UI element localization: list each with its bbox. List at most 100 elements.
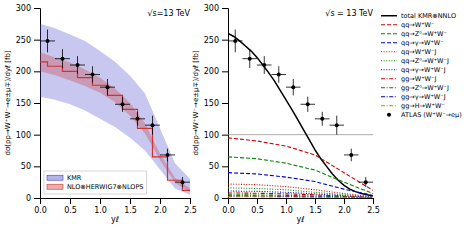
x-tick: 0.5: [64, 198, 77, 215]
legend-label: gg→γ→W⁺W⁻J: [401, 93, 446, 101]
legend-swatch: [387, 113, 391, 117]
y-tick-mark: [34, 135, 40, 136]
y-tick: 250: [204, 36, 228, 45]
data-point: [46, 39, 50, 43]
legend-swatch: [381, 33, 397, 34]
x-tick-mark: [160, 198, 161, 204]
data-point: [61, 57, 65, 61]
legend-label: ATLAS (W⁺W⁻→eμ): [401, 111, 462, 119]
x-tick-label: 0.5: [64, 206, 77, 215]
legend-item: gg→Z⁰→W⁺W⁻J: [381, 84, 449, 92]
y-tick-mark: [34, 71, 40, 72]
x-tick: 2.5: [184, 198, 197, 215]
y-tick-mark: [34, 166, 40, 167]
g: KMRNLO⊗HERWIG7⊗NLOPS: [47, 174, 143, 191]
data-point: [136, 117, 140, 121]
line: [228, 197, 373, 198]
title: √s=13 TeV: [147, 9, 190, 18]
x-tick-label: 2.0: [338, 206, 351, 215]
y-tick-label: 250: [16, 36, 31, 45]
y-tick: 100: [16, 131, 40, 140]
legend-swatch: [381, 60, 397, 61]
legend-swatch: [381, 69, 397, 70]
legend-swatch: [381, 42, 397, 43]
x-tick: 0.5: [251, 198, 264, 215]
line: [228, 193, 373, 198]
y-tick: 0: [26, 194, 40, 203]
legend-swatch: [47, 184, 63, 189]
legend-item: qq→W⁺W⁻J: [381, 48, 436, 56]
data-point: [151, 123, 155, 127]
plot-area: [228, 30, 373, 198]
y-tick-mark: [222, 103, 228, 104]
y-tick: 0: [214, 194, 228, 203]
legend-label: qq→W⁺W⁻: [401, 21, 434, 29]
x-tick-mark: [190, 198, 191, 204]
data-point: [91, 73, 95, 77]
y-tick: 250: [16, 36, 40, 45]
data-point: [364, 180, 368, 184]
y-tick-mark: [34, 103, 40, 104]
y-tick-mark: [222, 71, 228, 72]
legend-item: qq→γ→W⁺W⁻: [381, 39, 444, 47]
x-tick-mark: [286, 198, 287, 204]
y-tick: 100: [204, 131, 228, 140]
legend-swatch: [381, 15, 397, 17]
y-tick-label: 150: [16, 99, 31, 108]
legend-item: NLO⊗HERWIG7⊗NLOPS: [47, 183, 143, 191]
legend: KMRNLO⊗HERWIG7⊗NLOPS: [44, 171, 146, 194]
x-tick-label: 0.0: [222, 206, 235, 215]
line: [228, 195, 373, 198]
y-tick-label: 250: [204, 36, 219, 45]
y-tick-label: 200: [16, 67, 31, 76]
x-tick-mark: [315, 198, 316, 204]
data-point: [166, 153, 170, 157]
y-tick-label: 50: [21, 162, 31, 171]
x-axis: 0.0 0.5 1.0 1.5 2.0 2.5: [222, 198, 380, 215]
legend-swatch: [381, 24, 397, 25]
y-tick-label: 50: [209, 162, 219, 171]
x-tick: 0.0: [34, 198, 47, 215]
data-point: [76, 63, 80, 67]
panel: 0.00.51.01.52.02.5050100150200250300√s=1…: [4, 4, 197, 224]
y-axis: 050100150200250300: [204, 4, 229, 203]
line: [228, 33, 373, 196]
x-tick: 2.5: [367, 198, 380, 215]
y-tick: 50: [21, 162, 40, 171]
legend-swatch: [381, 51, 397, 52]
data-point: [320, 117, 324, 121]
legend-item: qq→W⁺W⁻: [381, 21, 434, 29]
x-tick-label: 2.0: [154, 206, 167, 215]
x-axis-title: yℓ: [296, 215, 304, 224]
legend-item: qq→Z⁰→W⁺W⁻J: [381, 57, 449, 65]
x-tick-label: 0.5: [251, 206, 264, 215]
line: [228, 184, 373, 197]
x-tick: 2.0: [338, 198, 351, 215]
x-tick: 1.0: [280, 198, 293, 215]
data-point: [306, 102, 310, 106]
legend-item: ATLAS (W⁺W⁻→eμ): [387, 111, 462, 119]
y-tick-label: 300: [16, 4, 31, 13]
y-axis: 0 50 100 150 200 250 300: [16, 4, 41, 203]
legend-label: gg→H→W⁺W⁻: [401, 102, 445, 110]
legend-item: gg→H→W⁺W⁻: [381, 102, 445, 110]
data-points: [40, 30, 190, 188]
data-point: [181, 180, 185, 184]
panel: 0.00.51.01.52.02.5050100150200250300√s =…: [192, 4, 462, 224]
y-tick-label: 100: [16, 131, 31, 140]
y-tick-mark: [222, 166, 228, 167]
legend-swatch: [47, 175, 63, 180]
legend-label: NLO⊗HERWIG7⊗NLOPS: [67, 183, 143, 191]
data-point: [277, 73, 281, 77]
y-tick-label: 300: [204, 4, 219, 13]
band: [40, 24, 190, 195]
x-tick-mark: [344, 198, 345, 204]
y-tick-mark: [34, 8, 40, 9]
legend-label: qq→γ→W⁺W⁻: [401, 39, 444, 47]
data-point: [335, 123, 339, 127]
x-tick-label: 1.5: [309, 206, 322, 215]
y-tick: 150: [204, 99, 228, 108]
y-tick-mark: [34, 40, 40, 41]
y-tick-mark: [222, 198, 228, 199]
x-tick-label: 1.0: [280, 206, 293, 215]
